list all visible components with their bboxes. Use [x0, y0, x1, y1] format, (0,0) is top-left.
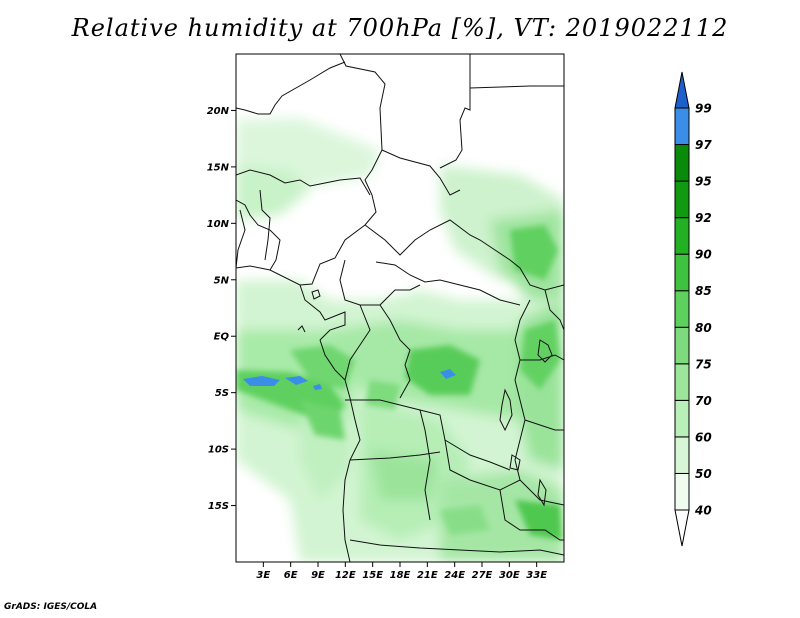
lat-tick-label: 15S	[208, 501, 229, 512]
colorbar-label: 95	[695, 175, 712, 189]
lon-tick-label: 3E	[256, 570, 270, 581]
colorbar: 40 50 60 70 75 80 85 90 92 95 97 99	[674, 71, 712, 547]
colorbar-label: 40	[694, 504, 712, 518]
colorbar-label: 70	[695, 394, 712, 408]
colorbar-segment	[674, 399, 690, 438]
colorbar-label: 97	[695, 138, 712, 152]
colorbar-label: 75	[695, 357, 712, 371]
colorbar-label: 90	[695, 248, 712, 262]
colorbar-label: 92	[695, 211, 712, 225]
humidity-field	[236, 54, 564, 562]
lon-tick-label: 21E	[417, 570, 438, 581]
colorbar-label: 60	[695, 430, 712, 444]
colorbar-segment	[674, 326, 690, 365]
lat-tick-label: 5S	[215, 388, 229, 399]
lon-tick-label: 15E	[362, 570, 383, 581]
colorbar-label: 99	[695, 102, 712, 116]
colorbar-segment	[674, 217, 690, 255]
colorbar-segment	[674, 363, 690, 401]
lon-tick-label: 30E	[499, 570, 520, 581]
lon-tick-label: 6E	[284, 570, 298, 581]
lat-tick-label: 5N	[214, 275, 230, 286]
lon-tick-label: 33E	[526, 570, 547, 581]
lon-tick-label: 18E	[390, 570, 411, 581]
colorbar-segment	[674, 180, 690, 219]
lat-tick-label: 15N	[207, 162, 230, 173]
map-title: Relative humidity at 700hPa [%], VT: 201…	[71, 14, 729, 42]
lat-tick-label: 20N	[207, 106, 230, 117]
lat-tick-label: 10S	[208, 445, 229, 456]
lat-tick-label: 10N	[207, 219, 230, 230]
lon-tick-label: 27E	[472, 570, 493, 581]
lat-tick-label: EQ	[214, 332, 230, 343]
lon-tick-label: 9E	[311, 570, 325, 581]
map-axes: 20N 15N 10N 5N EQ 5S 10S 15S 3E 6E 9E 12E 15E 18E 21E 2…	[207, 106, 548, 581]
colorbar-lower-extension	[674, 509, 690, 547]
colorbar-segment	[674, 472, 690, 511]
lon-tick-label: 12E	[335, 570, 356, 581]
colorbar-segment	[674, 436, 690, 474]
colorbar-label: 50	[695, 467, 712, 481]
colorbar-label: 80	[695, 321, 712, 335]
lon-tick-label: 24E	[444, 570, 465, 581]
colorbar-upper-extension	[674, 71, 690, 109]
colorbar-segment	[674, 290, 690, 328]
colorbar-segment	[674, 253, 690, 292]
colorbar-segment	[674, 107, 690, 146]
colorbar-segment	[674, 144, 690, 182]
colorbar-label: 85	[695, 284, 712, 298]
credit-text: GrADS: IGES/COLA	[4, 602, 98, 612]
